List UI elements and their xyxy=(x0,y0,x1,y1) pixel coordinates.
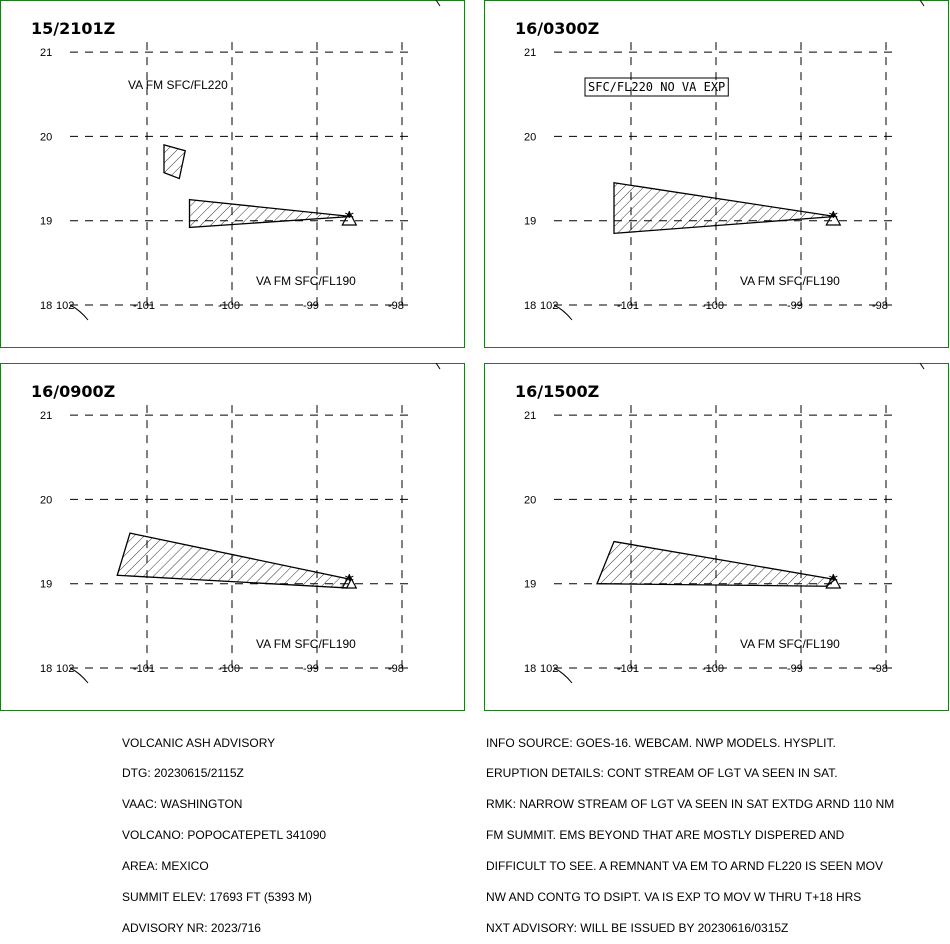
lon-label-99: -99 xyxy=(303,663,319,675)
advisory-next: NXT ADVISORY: WILL BE ISSUED BY 20230616… xyxy=(486,920,789,935)
lat-label-20: 20 xyxy=(524,131,536,143)
advisory-eruption-details: ERUPTION DETAILS: CONT STREAM OF LGT VA … xyxy=(486,766,838,781)
lon-label-99: -99 xyxy=(303,300,319,312)
lon-label-98: -98 xyxy=(388,300,404,312)
lat-label-19: 19 xyxy=(40,216,52,228)
advisory-remark-line-2: FM SUMMIT. EMS BEYOND THAT ARE MOSTLY DI… xyxy=(486,828,845,843)
advisory-dtg: DTG: 20230615/2115Z xyxy=(122,766,244,781)
lon-label-101: -101 xyxy=(133,300,155,312)
ash-cloud-polygon-1 xyxy=(188,198,352,229)
no-ash-box: SFC/FL220 NO VA EXP xyxy=(584,77,729,97)
advisory-header-left: VOLCANIC ASH ADVISORY DTG: 20230615/2115… xyxy=(122,717,326,944)
lon-label-102: 102 xyxy=(540,663,558,675)
ash-cloud-polygon-1 xyxy=(116,532,352,589)
lat-label-21: 21 xyxy=(40,47,52,59)
coastline-northeast xyxy=(435,0,441,7)
bottom-annotation: VA FM SFC/FL190 xyxy=(256,637,356,651)
coastline-northeast xyxy=(919,362,925,370)
advisory-area: AREA: MEXICO xyxy=(122,859,209,874)
lon-label-101: -101 xyxy=(617,300,639,312)
eruption-marker-icon xyxy=(345,211,354,219)
panel-valid-time: 16/0900Z xyxy=(31,382,115,401)
lon-label-100: -100 xyxy=(218,663,240,675)
panel-valid-time: 15/2101Z xyxy=(31,19,115,38)
coastline-southwest xyxy=(69,667,89,684)
coastline-southwest xyxy=(553,667,573,684)
lon-label-99: -99 xyxy=(787,663,803,675)
map-p2: 21 20 19 18 102 -101 -100 -99 -98 16/0300Z SFC/FL2… xyxy=(484,0,949,348)
advisory-summit-elev: SUMMIT ELEV: 17693 FT (5393 M) xyxy=(122,890,312,905)
lon-label-100: -100 xyxy=(702,300,724,312)
coastline-southwest xyxy=(553,304,573,321)
coastline-southwest xyxy=(69,304,89,321)
lon-label-99: -99 xyxy=(787,300,803,312)
lat-label-18: 18 xyxy=(40,663,52,675)
advisory-info-source: INFO SOURCE: GOES-16. WEBCAM. NWP MODELS… xyxy=(486,735,836,750)
lat-label-20: 20 xyxy=(524,494,536,506)
lat-label-21: 21 xyxy=(524,47,536,59)
eruption-marker-icon xyxy=(829,211,838,219)
bottom-annotation: VA FM SFC/FL190 xyxy=(740,274,840,288)
eruption-marker-icon xyxy=(829,574,838,582)
advisory-remark-line-3: DIFFICULT TO SEE. A REMNANT VA EM TO ARN… xyxy=(486,859,884,874)
lat-label-21: 21 xyxy=(40,410,52,422)
lat-label-21: 21 xyxy=(524,410,536,422)
top-annotation: SFC/FL220 NO VA EXP xyxy=(588,80,725,94)
advisory-remark-line-4: NW AND CONTG TO DSIPT. VA IS EXP TO MOV … xyxy=(486,890,862,905)
lat-label-18: 18 xyxy=(40,300,52,312)
panel-frame xyxy=(0,0,465,348)
volcano-icon xyxy=(341,573,358,589)
coastline-northeast xyxy=(435,362,441,370)
volcano-icon xyxy=(341,210,358,226)
panel-valid-time: 16/1500Z xyxy=(515,382,599,401)
advisory-volcano: VOLCANO: POPOCATEPETL 341090 xyxy=(122,828,327,843)
lat-label-19: 19 xyxy=(524,216,536,228)
coastline-northeast xyxy=(919,0,925,7)
lon-label-102: 102 xyxy=(56,300,74,312)
advisory-details-right: INFO SOURCE: GOES-16. WEBCAM. NWP MODELS… xyxy=(486,717,894,944)
lat-label-20: 20 xyxy=(40,494,52,506)
advisory-remark-line-1: RMK: NARROW STREAM OF LGT VA SEEN IN SAT… xyxy=(486,797,895,812)
advisory-title: VOLCANIC ASH ADVISORY xyxy=(122,735,276,750)
map-p3: 21 20 19 18 102 -101 -100 -99 -98 16/0900Z VA FM S… xyxy=(0,362,465,711)
forecast-panel-2: 21 20 19 18 102 -101 -100 -99 -98 16/0300Z SFC/FL2… xyxy=(484,0,949,348)
panel-frame xyxy=(0,363,465,711)
lat-label-20: 20 xyxy=(40,131,52,143)
bottom-annotation: VA FM SFC/FL190 xyxy=(740,637,840,651)
forecast-panel-3: 21 20 19 18 102 -101 -100 -99 -98 16/0900Z VA FM S… xyxy=(0,362,465,711)
lon-label-102: 102 xyxy=(540,300,558,312)
panel-frame xyxy=(484,363,949,711)
panel-frame xyxy=(484,0,949,348)
lat-label-18: 18 xyxy=(524,300,536,312)
eruption-marker-icon xyxy=(345,574,354,582)
ash-cloud-polygon-1 xyxy=(613,182,836,235)
advisory-number: ADVISORY NR: 2023/716 xyxy=(122,920,261,935)
forecast-panel-1: 21 20 19 18 102 -101 -100 -99 -98 15/2101Z VA FM S… xyxy=(0,0,465,348)
bottom-annotation: VA FM SFC/FL190 xyxy=(256,274,356,288)
lon-label-98: -98 xyxy=(388,663,404,675)
ash-cloud-polygon-2 xyxy=(163,143,187,180)
lat-label-18: 18 xyxy=(524,663,536,675)
top-annotation: VA FM SFC/FL220 xyxy=(128,78,228,92)
volcano-icon xyxy=(825,573,842,589)
advisory-vaac: VAAC: WASHINGTON xyxy=(122,797,243,812)
top-annotation-box xyxy=(584,77,729,97)
forecast-panel-4: 21 20 19 18 102 -101 -100 -99 -98 16/1500Z VA FM S… xyxy=(484,362,949,711)
lon-label-98: -98 xyxy=(872,300,888,312)
lon-label-101: -101 xyxy=(617,663,639,675)
map-p1: 21 20 19 18 102 -101 -100 -99 -98 15/2101Z VA FM S… xyxy=(0,0,465,348)
panel-valid-time: 16/0300Z xyxy=(515,19,599,38)
lon-label-101: -101 xyxy=(133,663,155,675)
lon-label-102: 102 xyxy=(56,663,74,675)
volcano-icon xyxy=(825,210,842,226)
lon-label-100: -100 xyxy=(702,663,724,675)
lon-label-98: -98 xyxy=(872,663,888,675)
lon-label-100: -100 xyxy=(218,300,240,312)
map-p4: 21 20 19 18 102 -101 -100 -99 -98 16/1500Z VA FM S… xyxy=(484,362,949,711)
lat-label-19: 19 xyxy=(524,579,536,591)
lat-label-19: 19 xyxy=(40,579,52,591)
ash-cloud-polygon-1 xyxy=(596,540,837,587)
